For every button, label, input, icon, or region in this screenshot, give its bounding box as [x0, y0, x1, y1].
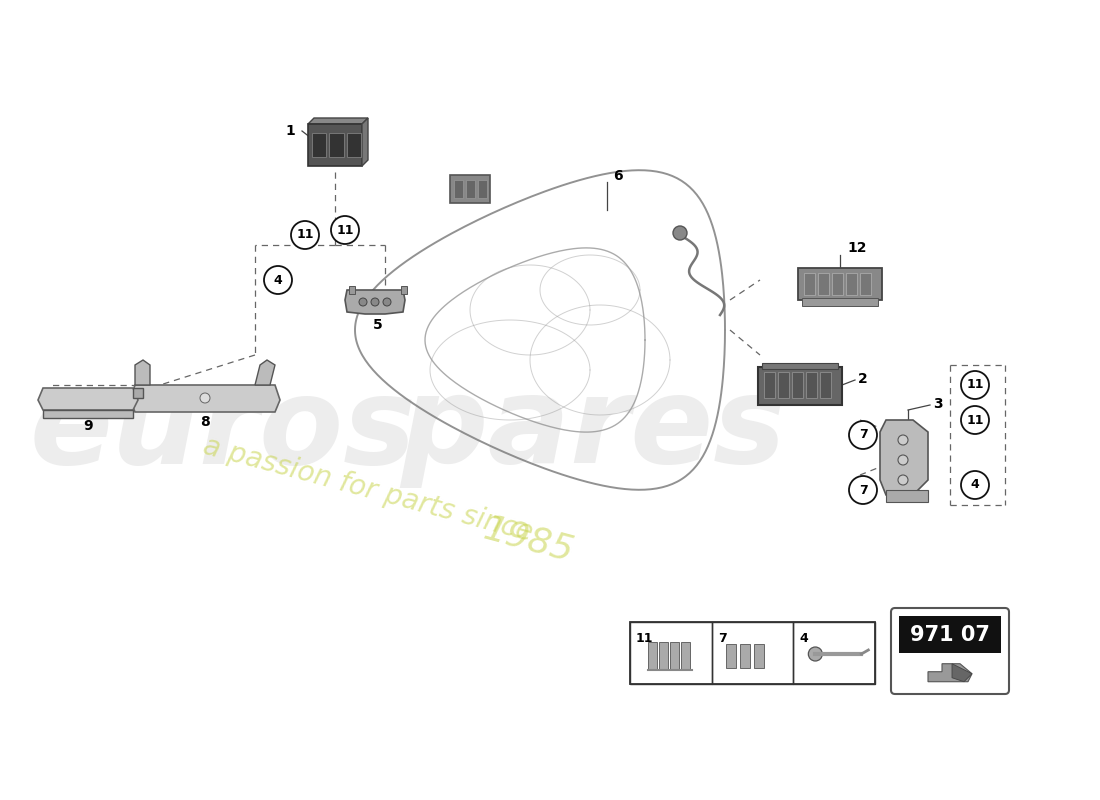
Polygon shape — [952, 664, 972, 682]
Text: 11: 11 — [966, 414, 983, 426]
Bar — [820, 372, 830, 398]
Polygon shape — [43, 410, 133, 418]
Circle shape — [898, 455, 907, 465]
Text: 4: 4 — [274, 274, 283, 286]
Bar — [832, 273, 843, 295]
Bar — [758, 367, 842, 405]
Bar — [712, 622, 793, 684]
Circle shape — [808, 647, 823, 661]
Bar — [793, 622, 875, 684]
Text: 7: 7 — [859, 429, 868, 442]
Bar — [886, 490, 928, 502]
Bar — [478, 180, 487, 198]
Bar — [402, 286, 407, 294]
Bar — [778, 372, 789, 398]
Text: 5: 5 — [373, 318, 383, 332]
Circle shape — [961, 371, 989, 399]
Polygon shape — [880, 420, 928, 495]
Text: 9: 9 — [84, 419, 92, 433]
Text: 971 07: 971 07 — [910, 625, 990, 645]
Bar — [804, 273, 815, 295]
Circle shape — [961, 406, 989, 434]
Circle shape — [371, 298, 380, 306]
Circle shape — [200, 393, 210, 403]
Bar — [762, 363, 838, 369]
Bar — [739, 644, 750, 668]
Bar — [806, 372, 817, 398]
Bar — [846, 273, 857, 295]
Text: pares: pares — [400, 371, 785, 489]
Text: 11: 11 — [966, 378, 983, 391]
Polygon shape — [308, 118, 369, 124]
Text: 1: 1 — [285, 124, 295, 138]
Bar — [648, 642, 657, 670]
Polygon shape — [928, 664, 972, 682]
Text: 4: 4 — [970, 478, 979, 491]
Bar — [792, 372, 803, 398]
Bar — [798, 268, 882, 300]
Polygon shape — [345, 290, 405, 314]
Polygon shape — [135, 360, 150, 385]
Bar — [860, 273, 871, 295]
Text: 11: 11 — [636, 632, 653, 645]
Circle shape — [961, 471, 989, 499]
Text: 11: 11 — [337, 223, 354, 237]
Bar — [659, 642, 668, 670]
Polygon shape — [255, 360, 275, 385]
Bar — [454, 180, 463, 198]
Bar — [349, 286, 355, 294]
Text: 11: 11 — [296, 229, 314, 242]
Bar — [670, 642, 679, 670]
Circle shape — [849, 421, 877, 449]
Circle shape — [292, 221, 319, 249]
Bar — [312, 134, 327, 157]
Bar — [308, 124, 362, 166]
Bar — [630, 622, 874, 684]
Text: a passion for parts since: a passion for parts since — [200, 433, 536, 547]
Polygon shape — [133, 388, 143, 398]
Circle shape — [849, 476, 877, 504]
Text: 2: 2 — [858, 372, 868, 386]
Bar — [450, 175, 490, 203]
Bar — [899, 616, 1001, 654]
Bar — [681, 642, 690, 670]
Circle shape — [383, 298, 390, 306]
Text: 4: 4 — [800, 632, 808, 645]
Bar — [329, 134, 343, 157]
Text: 8: 8 — [200, 415, 210, 429]
Bar — [466, 180, 475, 198]
FancyBboxPatch shape — [891, 608, 1009, 694]
Polygon shape — [39, 388, 138, 410]
Polygon shape — [362, 118, 369, 166]
Bar — [818, 273, 829, 295]
Text: 7: 7 — [859, 483, 868, 497]
Bar — [346, 134, 361, 157]
Text: 6: 6 — [613, 169, 623, 183]
Bar — [754, 644, 763, 668]
Text: 12: 12 — [847, 241, 867, 255]
Bar — [630, 622, 712, 684]
Polygon shape — [130, 385, 280, 412]
Circle shape — [898, 475, 907, 485]
Bar — [802, 298, 878, 306]
Bar — [764, 372, 776, 398]
Circle shape — [331, 216, 359, 244]
Circle shape — [898, 435, 907, 445]
Text: 3: 3 — [933, 397, 943, 411]
Circle shape — [673, 226, 688, 240]
Circle shape — [359, 298, 367, 306]
Circle shape — [264, 266, 292, 294]
Bar — [726, 644, 736, 668]
Text: 1985: 1985 — [480, 512, 578, 568]
Text: 7: 7 — [717, 632, 726, 645]
Text: euros: euros — [30, 371, 417, 489]
